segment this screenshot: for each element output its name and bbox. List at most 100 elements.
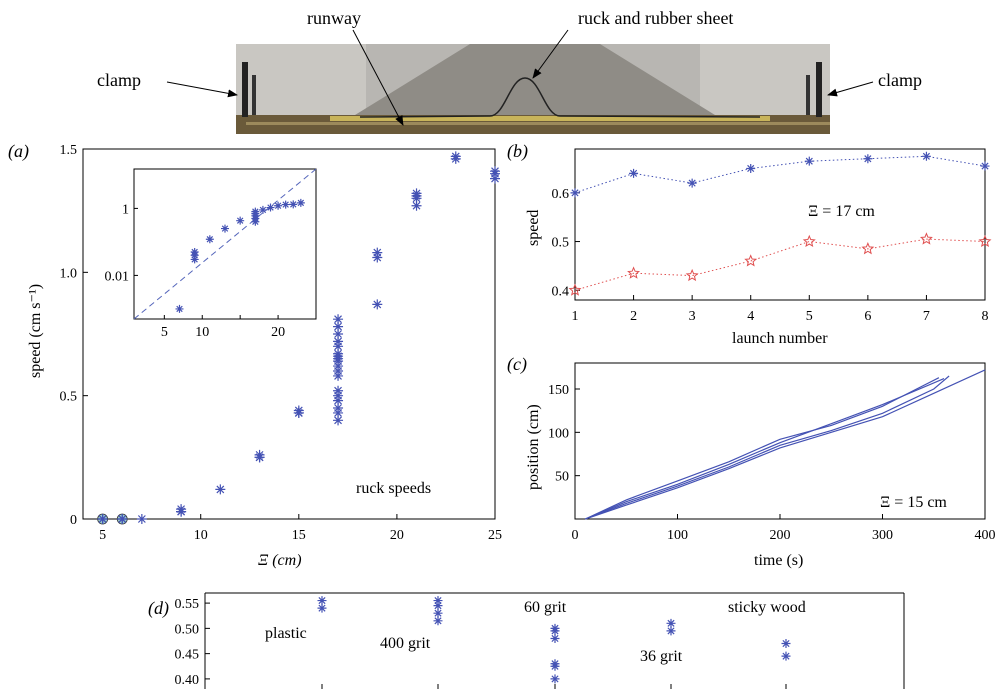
chart-c-xtick-label: 400	[975, 528, 996, 543]
chart-a-annotation: ruck speeds	[356, 480, 431, 497]
chart-b-series-1-point	[628, 268, 638, 278]
chart-b-series-0-point	[863, 154, 872, 163]
chart-b-ytick-label: 0.6	[552, 187, 570, 202]
chart-a-xtick-label: 10	[194, 528, 208, 543]
chart-a-inset-ytick-label: 1	[122, 202, 129, 217]
chart-a-point	[117, 514, 127, 524]
chart-a-point	[294, 408, 304, 418]
panel-label-c: (c)	[507, 354, 527, 375]
chart-a-point	[137, 514, 147, 524]
chart-d-point	[551, 662, 560, 671]
chart-b-series-line-1	[575, 239, 985, 290]
chart-b-series-1-point	[804, 236, 814, 246]
chart-a-xtick-label: 5	[99, 528, 106, 543]
chart-a-inset-point	[221, 225, 229, 233]
arrow-clamp-left	[167, 82, 237, 95]
chart-c-ytick-label: 150	[548, 383, 569, 398]
chart-c: 0 100 200 300 400 50 100 150 Ξ = 15 cm time (s)…	[525, 363, 996, 569]
chart-a-inset-ytick-label: 0.01	[105, 269, 130, 284]
chart-c-ytick-label: 50	[555, 470, 569, 485]
panel-label-a: (a)	[8, 141, 29, 162]
chart-b-xtick-label: 8	[982, 309, 989, 324]
chart-d-category-60-grit: 60 grit	[524, 599, 567, 616]
chart-d-point	[434, 616, 443, 625]
chart-d-point	[667, 626, 676, 635]
chart-c-xlabel: time (s)	[754, 552, 803, 569]
chart-b-xtick-label: 5	[806, 309, 813, 324]
chart-b-ytick-label: 0.4	[552, 284, 570, 299]
chart-d-ytick-label: 0.40	[175, 673, 200, 688]
chart-a-xtick-label: 20	[390, 528, 404, 543]
chart-d-category-36-grit: 36 grit	[640, 648, 683, 665]
chart-a-xtick-label: 25	[488, 528, 502, 543]
chart-b-xtick-label: 2	[630, 309, 637, 324]
chart-a-ytick-label: 0.5	[60, 390, 78, 405]
chart-a-inset-point	[251, 208, 259, 216]
chart-a-point	[333, 386, 343, 396]
chart-a-inset-point	[274, 202, 282, 210]
chart-b-ylabel: speed	[525, 210, 542, 246]
chart-a-point	[176, 507, 186, 517]
chart-b-series-0-point	[805, 157, 814, 166]
chart-a-xlabel: Ξ (cm)	[258, 552, 302, 569]
chart-a-point	[372, 299, 382, 309]
chart-b-xlabel: launch number	[732, 330, 828, 347]
chart-a-xtick-label: 15	[292, 528, 306, 543]
chart-a-inset-point	[259, 206, 267, 214]
chart-a-point	[490, 166, 500, 176]
chart-a-inset-point	[297, 199, 305, 207]
chart-a-ytick-label: 0	[70, 513, 77, 528]
chart-a-ylabel: speed (cm s⁻¹)	[27, 284, 44, 378]
chart-a-inset: 5 10 20 0.01 1	[105, 169, 317, 340]
chart-a-inset-point	[176, 305, 184, 313]
chart-a-inset-point	[282, 201, 290, 209]
chart-b-series-line-0	[575, 156, 985, 193]
photo-label-clamp-right: clamp	[878, 70, 922, 90]
chart-c-xtick-label: 200	[770, 528, 791, 543]
chart-a-point	[333, 314, 343, 324]
panel-label-b: (b)	[507, 141, 528, 162]
chart-b-xtick-label: 1	[572, 309, 579, 324]
chart-b-series-0-point	[629, 169, 638, 178]
photo-label-ruck: ruck and rubber sheet	[578, 8, 733, 28]
chart-b-series-0-point	[922, 152, 931, 161]
chart-b-xtick-label: 3	[689, 309, 696, 324]
chart-d-point	[551, 634, 560, 643]
chart-b-series-0-point	[688, 179, 697, 188]
chart-a-inset-point	[267, 204, 275, 212]
chart-d-category-plastic: plastic	[265, 625, 307, 642]
photo	[236, 44, 830, 134]
chart-a-ytick-label: 1.5	[60, 143, 78, 158]
photo-label-clamp-left: clamp	[97, 70, 141, 90]
chart-b-series-1-point	[863, 243, 873, 253]
chart-b: 1 2 3 4 5 6 7 8 0.4 0.5 0.6 Ξ = 17 cm launch numbe…	[525, 149, 990, 347]
chart-b-xtick-label: 6	[864, 309, 871, 324]
chart-c-ytick-label: 100	[548, 426, 569, 441]
chart-a-ytick-label: 1.0	[60, 266, 78, 281]
chart-b-series-0-point	[746, 164, 755, 173]
chart-a-inset-point	[289, 200, 297, 208]
chart-d-ytick-label: 0.45	[175, 648, 200, 663]
chart-b-series-1-point	[687, 270, 697, 280]
chart-c-xtick-label: 0	[572, 528, 579, 543]
chart-a-inset-point	[206, 235, 214, 243]
chart-d-ytick-label: 0.50	[175, 622, 200, 637]
chart-d: 0.400.450.500.55 plastic 400 grit 60 gri…	[175, 593, 905, 689]
chart-d-point	[782, 639, 791, 648]
arrow-clamp-right	[828, 82, 873, 95]
chart-d-point	[551, 674, 560, 683]
chart-d-point	[318, 604, 327, 613]
chart-b-xtick-label: 4	[747, 309, 754, 324]
chart-a-inset-xtick-label: 5	[161, 325, 168, 340]
chart-a-point	[215, 484, 225, 494]
chart-c-xtick-label: 300	[872, 528, 893, 543]
chart-a-inset-point	[236, 217, 244, 225]
chart-d-category-400-grit: 400 grit	[380, 635, 431, 652]
chart-b-series-0-point	[981, 162, 990, 171]
chart-a-point	[451, 151, 461, 161]
chart-c-annotation: Ξ = 15 cm	[880, 494, 947, 511]
chart-b-annotation: Ξ = 17 cm	[808, 203, 875, 220]
chart-c-ylabel: position (cm)	[525, 404, 542, 490]
